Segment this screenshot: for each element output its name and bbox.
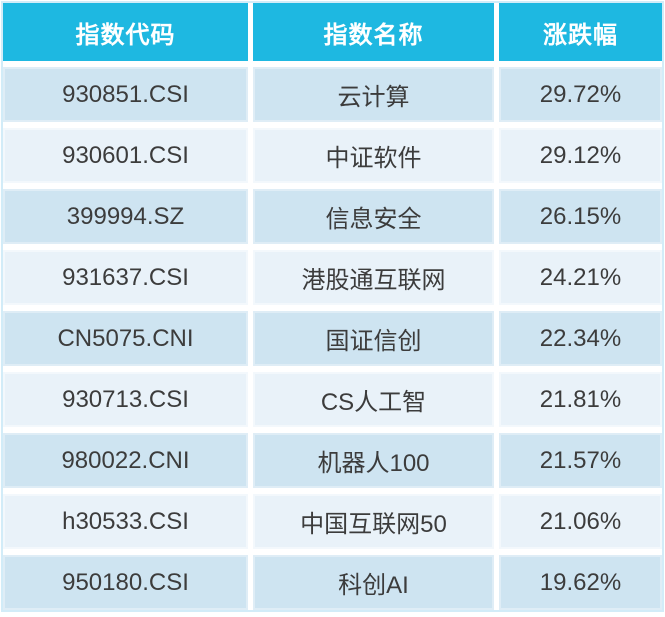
cell-name: 国证信创 <box>253 311 494 366</box>
column-header-index-name: 指数名称 <box>253 3 494 61</box>
cell-name: 云计算 <box>253 67 494 122</box>
cell-change: 19.62% <box>499 555 662 610</box>
cell-code: 930601.CSI <box>3 128 248 183</box>
column-header-index-code: 指数代码 <box>3 3 248 61</box>
cell-change: 29.12% <box>499 128 662 183</box>
cell-code: CN5075.CNI <box>3 311 248 366</box>
cell-change: 21.06% <box>499 494 662 549</box>
cell-code: 930851.CSI <box>3 67 248 122</box>
cell-change: 22.34% <box>499 311 662 366</box>
cell-code: 950180.CSI <box>3 555 248 610</box>
table-grid: 指数代码 指数名称 涨跌幅 930851.CSI 云计算 29.72% 930601.… <box>3 3 662 610</box>
cell-code: 930713.CSI <box>3 372 248 427</box>
cell-name: 信息安全 <box>253 189 494 244</box>
cell-name: 机器人100 <box>253 433 494 488</box>
cell-change: 29.72% <box>499 67 662 122</box>
cell-name: 港股通互联网 <box>253 250 494 305</box>
cell-name: CS人工智 <box>253 372 494 427</box>
cell-change: 21.81% <box>499 372 662 427</box>
cell-change: 26.15% <box>499 189 662 244</box>
cell-name: 中证软件 <box>253 128 494 183</box>
cell-change: 24.21% <box>499 250 662 305</box>
cell-code: 980022.CNI <box>3 433 248 488</box>
cell-name: 中国互联网50 <box>253 494 494 549</box>
cell-code: 399994.SZ <box>3 189 248 244</box>
cell-name: 科创AI <box>253 555 494 610</box>
cell-change: 21.57% <box>499 433 662 488</box>
cell-code: 931637.CSI <box>3 250 248 305</box>
cell-code: h30533.CSI <box>3 494 248 549</box>
column-header-change-pct: 涨跌幅 <box>499 3 662 61</box>
